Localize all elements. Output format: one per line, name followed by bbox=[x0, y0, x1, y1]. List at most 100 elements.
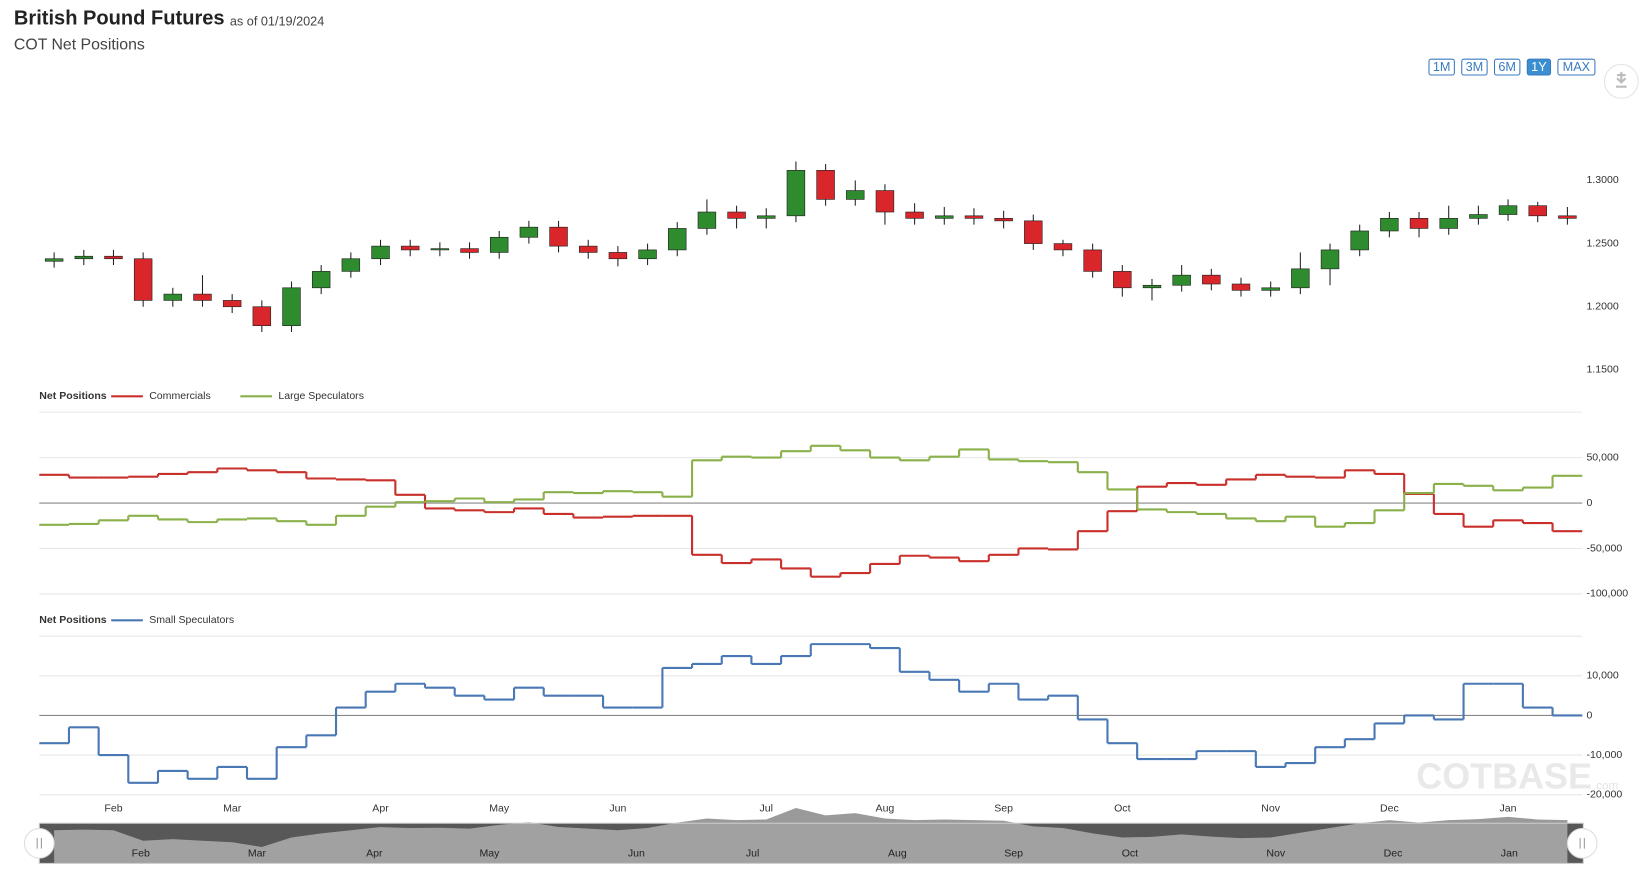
candle-body bbox=[905, 211, 924, 219]
candle-body bbox=[282, 287, 301, 326]
navigator-label: Jul bbox=[746, 848, 759, 860]
candle-body bbox=[1053, 243, 1073, 251]
candle-body bbox=[1113, 271, 1132, 289]
x-tick-label: Jan bbox=[1500, 802, 1517, 814]
navigator-label: Apr bbox=[366, 848, 383, 860]
y-tick-label: 50,000 bbox=[1586, 451, 1618, 463]
candle-body bbox=[935, 215, 954, 219]
candle-body bbox=[697, 211, 717, 229]
navigator-grip[interactable] bbox=[1579, 838, 1585, 849]
y-tick-label: 10,000 bbox=[1586, 670, 1618, 682]
candle-body bbox=[668, 228, 687, 251]
range-button-box[interactable] bbox=[1461, 58, 1488, 76]
x-tick-label: Feb bbox=[104, 802, 122, 814]
y-tick-label: -50,000 bbox=[1586, 542, 1622, 554]
navigator-label: May bbox=[480, 848, 501, 860]
subtitle: COT Net Positions bbox=[14, 37, 145, 54]
candle-body bbox=[163, 293, 183, 301]
y-tick-label: -20,000 bbox=[1586, 789, 1622, 801]
candle-body bbox=[1528, 205, 1547, 217]
candle-body bbox=[875, 190, 895, 213]
candle-body bbox=[1083, 249, 1102, 272]
navigator-mask bbox=[38, 822, 1584, 864]
x-tick-label: Mar bbox=[223, 802, 242, 814]
legend-label: Commercials bbox=[149, 390, 211, 402]
watermark-suffix: .com bbox=[1593, 779, 1618, 792]
candle-body bbox=[1409, 218, 1429, 229]
candle-body bbox=[579, 245, 598, 253]
candle-body bbox=[608, 252, 628, 260]
candle-body bbox=[1024, 220, 1043, 244]
candle-body bbox=[104, 255, 123, 260]
legend-label: Small Speculators bbox=[149, 614, 234, 626]
x-tick-label: Sep bbox=[994, 802, 1013, 814]
candle-body bbox=[1142, 284, 1162, 289]
candle-body bbox=[1558, 215, 1577, 219]
legend-title: Net Positions bbox=[39, 390, 107, 402]
candle-body bbox=[549, 226, 568, 247]
download-icon[interactable] bbox=[1616, 71, 1627, 88]
y-tick-label: 1.1500 bbox=[1586, 364, 1618, 376]
navigator-handle[interactable] bbox=[1566, 828, 1598, 859]
range-button-box[interactable] bbox=[1428, 58, 1455, 76]
candle-body bbox=[638, 249, 657, 260]
range-button-label[interactable]: 3M bbox=[1466, 60, 1484, 74]
candle-body bbox=[460, 248, 479, 253]
candle-body bbox=[311, 271, 331, 289]
as-of: as of 01/19/2024 bbox=[230, 15, 324, 29]
candle-body bbox=[786, 170, 806, 217]
candle-body bbox=[1439, 218, 1458, 229]
candle-body bbox=[757, 215, 776, 219]
range-button-box[interactable] bbox=[1557, 58, 1596, 76]
candle-body bbox=[1350, 230, 1369, 251]
y-tick-label: -100,000 bbox=[1586, 588, 1628, 600]
candle-body bbox=[1291, 268, 1310, 289]
candle-body bbox=[44, 258, 64, 262]
candle-body bbox=[727, 211, 746, 219]
navigator-label: Dec bbox=[1384, 848, 1403, 860]
candle-body bbox=[74, 255, 94, 260]
range-button-label[interactable]: 6M bbox=[1498, 60, 1516, 74]
navigator-label: Nov bbox=[1266, 848, 1285, 860]
candle-body bbox=[371, 245, 390, 260]
candle-body bbox=[133, 258, 153, 301]
y-tick-label: 0 bbox=[1586, 497, 1592, 509]
range-button-box[interactable] bbox=[1493, 58, 1521, 76]
download-button[interactable] bbox=[1603, 63, 1639, 99]
candle-body bbox=[400, 245, 420, 251]
x-tick-label: Apr bbox=[372, 802, 389, 814]
candle-body bbox=[1202, 274, 1221, 285]
range-button[interactable]: MAX bbox=[1557, 58, 1596, 76]
y-tick-label: 1.3000 bbox=[1586, 174, 1618, 186]
candle-body bbox=[846, 190, 865, 200]
candle-body bbox=[1380, 218, 1399, 232]
range-button-box[interactable] bbox=[1526, 58, 1552, 76]
navigator-label: Oct bbox=[1122, 848, 1138, 860]
range-button-label[interactable]: MAX bbox=[1563, 60, 1591, 74]
range-button[interactable]: 1Y bbox=[1526, 58, 1552, 76]
range-button[interactable]: 1M bbox=[1428, 58, 1455, 76]
navigator-label: Sep bbox=[1004, 848, 1023, 860]
y-tick-label: 1.2500 bbox=[1586, 237, 1618, 249]
navigator-handle[interactable] bbox=[23, 828, 55, 859]
candle-body bbox=[1172, 274, 1191, 286]
x-tick-label: May bbox=[489, 802, 510, 814]
candle-body bbox=[816, 170, 835, 200]
range-button[interactable]: 3M bbox=[1461, 58, 1488, 76]
navigator-area bbox=[54, 808, 1568, 864]
range-button-label[interactable]: 1M bbox=[1433, 60, 1451, 74]
navigator-grip[interactable] bbox=[36, 838, 42, 849]
range-button[interactable]: 6M bbox=[1493, 58, 1521, 76]
range-button-label[interactable]: 1Y bbox=[1531, 60, 1547, 74]
candle-body bbox=[430, 248, 450, 251]
candle-body bbox=[193, 293, 212, 301]
candle-body bbox=[222, 300, 242, 308]
candle-body bbox=[1231, 283, 1251, 291]
y-tick-label: 0 bbox=[1586, 709, 1592, 721]
candle-body bbox=[341, 258, 361, 272]
navigator-label: Feb bbox=[132, 848, 150, 860]
navigator-label: Aug bbox=[888, 848, 907, 860]
navigator-label: Jan bbox=[1501, 848, 1518, 860]
x-tick-label: Jul bbox=[760, 802, 773, 814]
